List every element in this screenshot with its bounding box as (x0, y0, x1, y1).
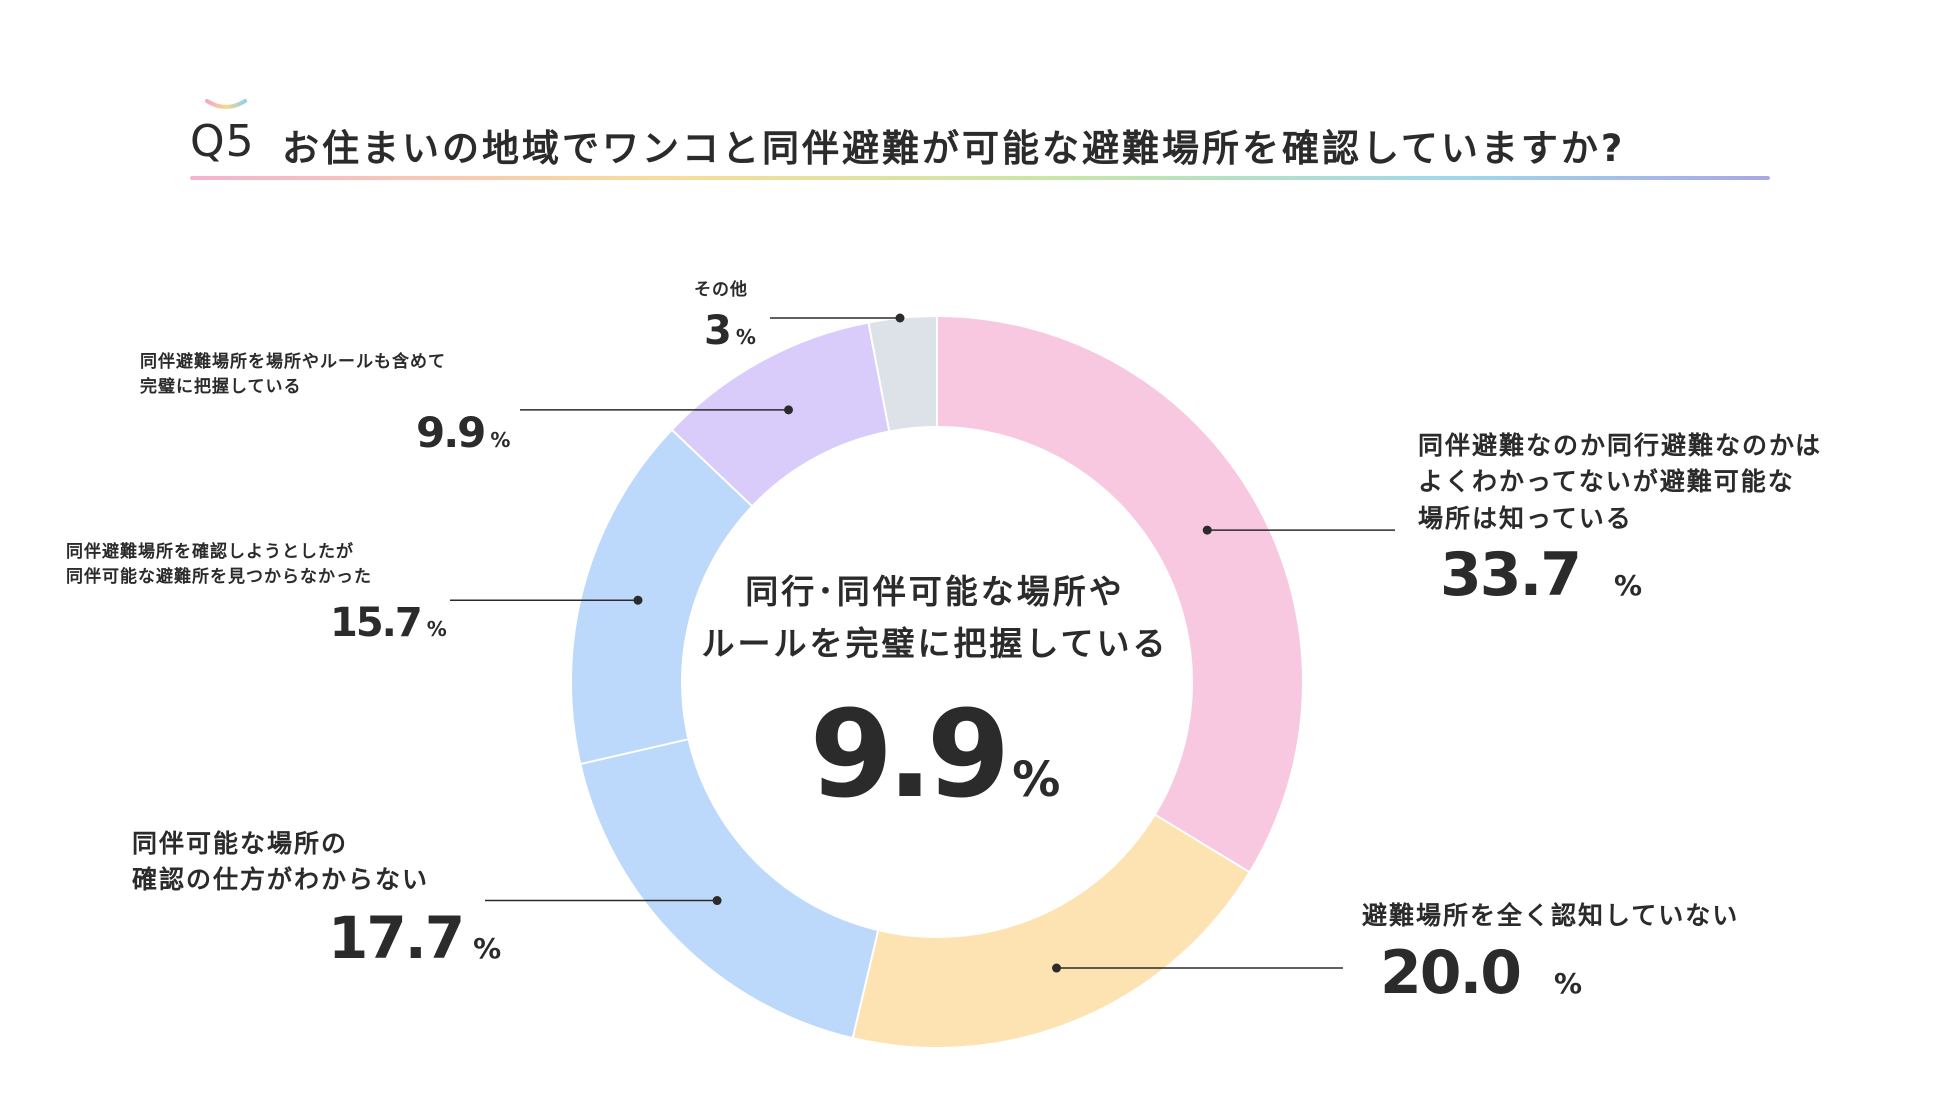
donut-slice-3 (572, 430, 752, 764)
leader-dot-5 (895, 313, 905, 323)
center-value-unit: % (1012, 752, 1061, 808)
slice-separator-2 (580, 738, 689, 766)
label-seg4-value: 9.9% (416, 408, 510, 457)
rainbow-arc-icon (205, 99, 247, 109)
label-seg0-unit: % (1614, 569, 1643, 602)
label-seg5-category: その他 (694, 278, 748, 303)
label-seg4-number: 9.9 (416, 408, 486, 457)
label-seg3-line1: 同伴避難場所を確認しようとしたが (66, 542, 354, 562)
label-seg0-category: 同伴避難なのか同行避難なのかは よくわかってないが避難可能な 場所は知っている (1418, 428, 1822, 537)
label-seg4-unit: % (490, 428, 511, 452)
question-number: Q5 (190, 116, 255, 167)
slice-separator-3 (671, 429, 753, 508)
label-seg1-unit: % (1554, 967, 1583, 1000)
label-seg0-line1: 同伴避難なのか同行避難なのかは (1418, 431, 1823, 460)
label-seg2-line2: 確認の仕方がわからない (132, 865, 430, 895)
center-value: 9.9% (700, 686, 1170, 825)
label-seg3-category: 同伴避難場所を確認しようとしたが 同伴可能な避難所を見つからなかった (66, 540, 372, 589)
label-seg3-number: 15.7 (330, 600, 423, 646)
center-label: 同行･同伴可能な場所や ルールを完璧に把握している (700, 566, 1170, 670)
label-seg2-category: 同伴可能な場所の 確認の仕方がわからない (132, 826, 429, 899)
label-seg3-line2: 同伴可能な避難所を見つからなかった (66, 566, 372, 587)
page-title: お住まいの地域でワンコと同伴避難が可能な避難場所を確認していますか? (282, 127, 1626, 170)
label-seg2-number: 17.7 (328, 904, 465, 972)
label-seg4-category: 同伴避難場所を場所やルールも含めて 完璧に把握している (140, 350, 446, 399)
label-seg0-number: 33.7 (1440, 540, 1582, 610)
label-seg5-line1: その他 (694, 280, 748, 300)
leader-dot-0 (1202, 525, 1212, 535)
center-label-line2: ルールを完璧に把握している (701, 624, 1169, 663)
label-seg0-value: 33.7% (1440, 540, 1642, 610)
leader-dot-4 (784, 405, 794, 415)
label-seg1-number: 20.0 (1380, 938, 1522, 1008)
label-seg4-line2: 完璧に把握している (140, 376, 302, 397)
label-seg1-category: 避難場所を全く認知していない (1362, 898, 1739, 934)
label-seg4-line1: 同伴避難場所を場所やルールも含めて (140, 352, 446, 372)
label-seg2-value: 17.7% (328, 904, 501, 972)
slice-separator-1 (851, 929, 880, 1039)
title-underline (190, 176, 1770, 180)
label-seg2-line1: 同伴可能な場所の (132, 829, 349, 858)
label-seg0-line3: 場所は知っている (1418, 503, 1633, 533)
label-seg0-line2: よくわかってないが避難可能な (1418, 467, 1795, 497)
center-value-number: 9.9 (809, 686, 1011, 825)
label-seg5-number: 3 (704, 308, 732, 354)
slice-separator-4 (867, 322, 891, 432)
donut-slice-4 (672, 323, 890, 506)
slice-separator-0 (1154, 813, 1251, 874)
donut-slice-2 (581, 739, 879, 1038)
donut-slice-1 (852, 815, 1249, 1047)
label-seg5-value: 3% (704, 308, 756, 354)
label-seg3-value: 15.7% (330, 600, 447, 646)
leader-dot-3 (633, 595, 643, 605)
label-seg1-value: 20.0% (1380, 938, 1582, 1008)
donut-slice-0 (937, 317, 1303, 872)
label-seg2-unit: % (473, 932, 502, 965)
donut-slice-5 (868, 317, 937, 431)
leader-dot-1 (1052, 963, 1062, 973)
label-seg3-unit: % (426, 617, 447, 641)
center-label-line1: 同行･同伴可能な場所や (745, 572, 1125, 611)
label-seg1-line1: 避難場所を全く認知していない (1362, 901, 1740, 930)
label-seg5-unit: % (735, 325, 756, 349)
leader-dot-2 (712, 896, 722, 906)
